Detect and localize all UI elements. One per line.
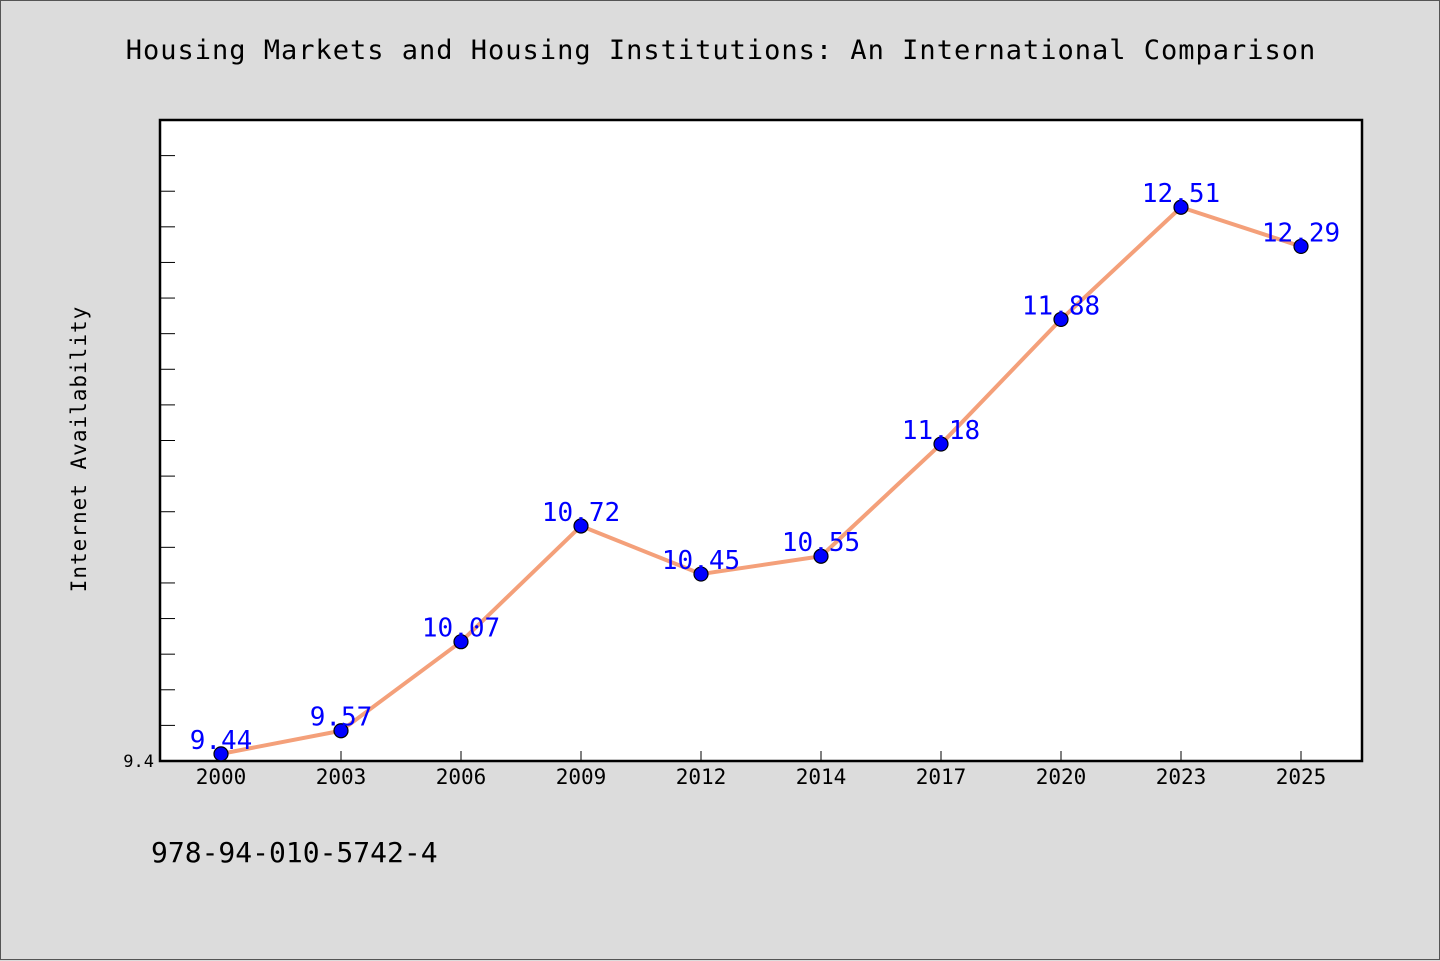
y-tick-label: 9.4	[123, 752, 154, 772]
data-label: 12.51	[1142, 179, 1220, 209]
plot-frame	[158, 118, 1364, 763]
data-label: 10.07	[422, 614, 500, 644]
x-tick-label: 2014	[796, 765, 847, 789]
x-tick-label: 2006	[436, 765, 487, 789]
x-tick-label: 2009	[556, 765, 607, 789]
data-label: 12.29	[1262, 218, 1340, 248]
data-label: 9.44	[190, 726, 253, 756]
data-point	[1293, 238, 1309, 255]
x-tick-label: 2000	[196, 765, 247, 789]
x-tick-label: 2025	[1276, 765, 1327, 789]
data-label: 10.72	[542, 498, 620, 528]
data-label: 11.88	[1022, 291, 1100, 321]
data-label: 9.57	[310, 703, 373, 733]
data-point	[573, 518, 589, 534]
x-tick-label: 2020	[1036, 765, 1087, 789]
data-point	[213, 746, 229, 762]
x-tick-label: 2003	[316, 765, 367, 789]
x-tick-label: 2012	[676, 765, 727, 789]
chart-title: Housing Markets and Housing Institutions…	[125, 35, 1317, 66]
data-point	[1053, 311, 1069, 328]
data-point	[1173, 199, 1189, 215]
series-line	[219, 205, 1303, 756]
data-point	[333, 723, 349, 739]
isbn-footer: 978-94-010-5742-4	[151, 836, 438, 869]
x-tick-label: 2017	[916, 765, 967, 789]
data-label: 10.55	[782, 528, 860, 558]
data-point	[933, 436, 949, 452]
x-tick-label: 2023	[1156, 765, 1207, 789]
data-point	[813, 548, 829, 564]
data-point	[693, 566, 709, 582]
data-label: 10.45	[662, 546, 740, 576]
data-label: 11.18	[902, 416, 980, 446]
data-point	[453, 634, 469, 650]
